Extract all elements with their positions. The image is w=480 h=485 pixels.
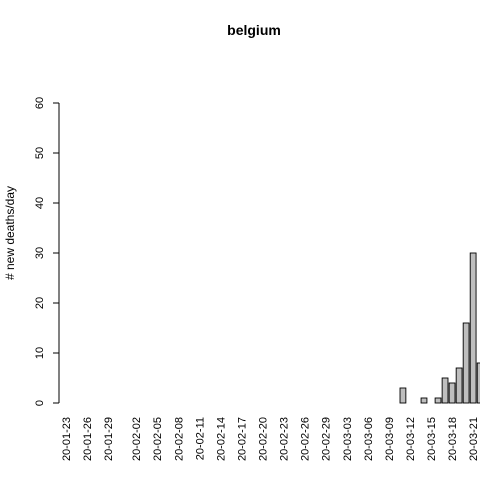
chart-title: belgium [227,22,281,38]
x-tick-label: 20-02-14 [215,417,227,461]
x-tick-label: 20-03-21 [468,417,480,461]
x-tick-label: 20-01-26 [82,417,94,461]
x-tick-label: 20-01-29 [103,417,115,461]
bar [462,322,470,404]
y-tick-label: 30 [34,247,46,259]
bar [420,397,428,404]
x-tick-label: 20-03-15 [426,417,438,461]
x-tick-label: 20-03-18 [447,417,459,461]
x-tick-label: 20-02-23 [279,417,291,461]
bar [441,377,449,404]
bar [434,397,442,404]
bar [455,367,463,404]
bars-group [399,252,480,404]
y-tick-label: 0 [34,400,46,406]
y-tick-label: 40 [34,197,46,209]
x-axis: 20-01-23 20-01-26 20-01-29 20-02-02 20-02-05… [61,417,480,461]
y-tick-label: 10 [34,347,46,359]
x-tick-label: 20-02-26 [300,417,312,461]
y-axis: 0 10 20 30 40 50 60 [34,97,60,406]
x-tick-label: 20-02-02 [131,417,143,461]
y-tick-label: 60 [34,97,46,109]
bar [476,362,480,404]
x-tick-label: 20-02-08 [173,417,185,461]
y-tick-label: 20 [34,297,46,309]
x-tick-label: 20-02-11 [194,417,206,460]
x-tick-label: 20-02-17 [236,417,248,461]
x-tick-label: 20-02-29 [321,417,333,461]
x-tick-label: 20-03-06 [363,417,375,461]
y-axis-label: # new deaths/day [3,186,17,280]
x-tick-label: 20-02-05 [152,417,164,461]
x-tick-label: 20-03-09 [384,417,396,461]
bar [399,387,407,404]
bar [448,382,456,404]
x-tick-label: 20-01-23 [61,417,73,461]
bar [469,252,477,404]
x-tick-label: 20-03-03 [342,417,354,461]
x-tick-label: 20-03-12 [405,417,417,461]
x-tick-label: 20-02-20 [258,417,270,461]
y-tick-label: 50 [34,147,46,159]
